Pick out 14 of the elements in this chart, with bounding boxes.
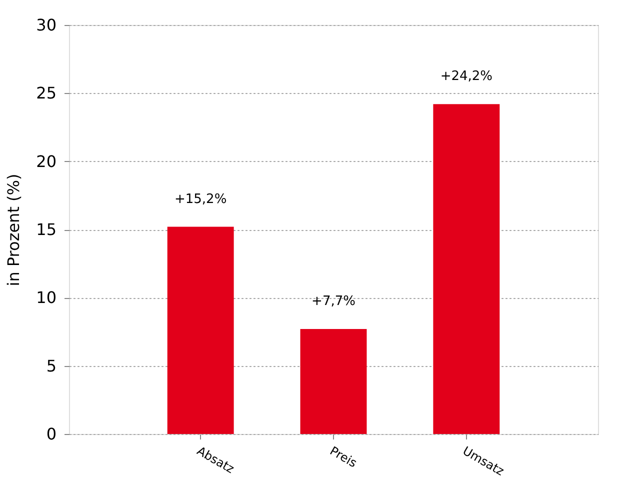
data-label: +15,2% <box>174 192 227 207</box>
y-axis-title: in Prozent (%) <box>4 174 24 286</box>
bar <box>167 226 234 434</box>
y-tick-label: 5 <box>46 356 56 376</box>
bar <box>300 329 367 434</box>
bar <box>433 104 500 434</box>
y-tick-label: 30 <box>36 16 56 34</box>
y-tick-label: 10 <box>36 288 56 308</box>
y-tick-label: 0 <box>46 424 56 444</box>
data-label: +7,7% <box>312 294 356 310</box>
data-label: +24,2% <box>440 69 493 84</box>
y-tick-label: 25 <box>36 84 56 103</box>
y-tick-label: 15 <box>36 220 56 239</box>
y-tick-label: 20 <box>36 152 56 171</box>
